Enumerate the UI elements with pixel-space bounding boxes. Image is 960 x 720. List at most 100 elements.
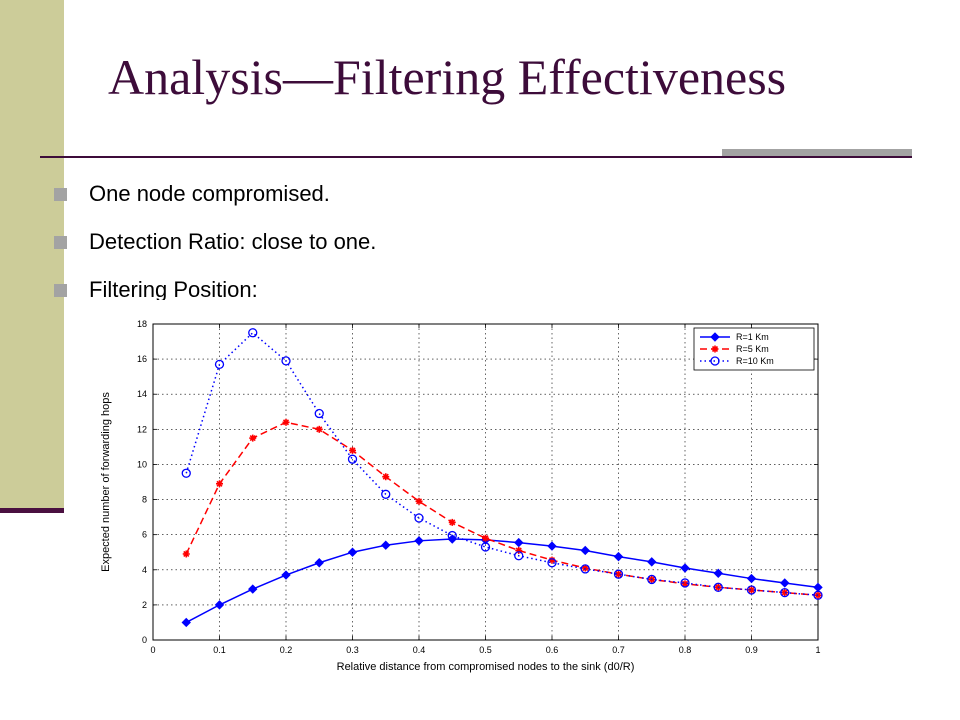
legend-label: R=5 Km [736, 344, 769, 354]
bullet-item: Filtering Position: [54, 266, 376, 314]
plot-frame [152, 323, 819, 641]
y-tick-label: 0 [142, 635, 147, 645]
data-point-diamond [314, 558, 324, 568]
data-point-circle [813, 590, 823, 600]
legend-item: R=1 Km [700, 332, 769, 342]
data-point-star [349, 446, 356, 454]
data-point-diamond [281, 570, 291, 580]
star-stroke [216, 480, 223, 487]
star-stroke [349, 447, 356, 454]
star-stroke [748, 586, 755, 594]
x-tick-label: 0.5 [479, 645, 492, 655]
bullet-item: Detection Ratio: close to one. [54, 218, 376, 266]
y-tick-label: 12 [137, 424, 147, 434]
data-point-circle [281, 356, 291, 366]
y-tick-label: 10 [137, 459, 147, 469]
y-tick-label: 8 [142, 495, 147, 505]
data-point-diamond [713, 568, 723, 578]
data-point-diamond [514, 537, 524, 548]
star-stroke [482, 535, 489, 542]
data-point-circle [314, 408, 324, 419]
legend-item: R=5 Km [700, 344, 769, 354]
data-point-diamond [780, 578, 790, 588]
data-point-circle [580, 564, 590, 574]
data-point-circle [181, 468, 191, 478]
bullet-item: One node compromised. [54, 170, 376, 218]
series-line [185, 421, 819, 596]
series-r-10-km [181, 328, 823, 600]
data-point-circle [480, 542, 491, 552]
series-r-5-km [182, 418, 822, 599]
data-point-diamond [248, 584, 258, 594]
data-point-diamond [813, 582, 823, 593]
data-point-star [315, 425, 323, 433]
x-tick-label: 0.3 [346, 645, 359, 655]
star-stroke [781, 589, 788, 596]
x-tick-label: 0.8 [679, 645, 692, 655]
data-point-star [711, 345, 719, 353]
data-point-diamond [580, 545, 590, 556]
y-axis-label: Expected number of forwarding hops [100, 392, 112, 572]
data-point-circle [248, 328, 258, 338]
bullet-square-icon [54, 235, 67, 249]
data-point-diamond [680, 563, 690, 573]
slide-title: Analysis—Filtering Effectiveness [108, 49, 787, 105]
data-point-star [415, 497, 423, 505]
data-point-circle [347, 454, 358, 464]
bullet-text: Filtering Position: [89, 277, 258, 302]
data-point-circle [780, 587, 790, 598]
y-tick-label: 16 [137, 354, 147, 364]
star-stroke [449, 519, 456, 526]
x-tick-label: 0.1 [213, 645, 226, 655]
data-point-circle [710, 356, 720, 366]
data-point-circle [514, 551, 524, 561]
left-decorative-bar [0, 0, 64, 512]
bullet-square-icon [54, 283, 67, 297]
x-tick-label: 0.6 [546, 645, 559, 655]
data-point-star [448, 518, 456, 526]
data-point-circle [381, 489, 391, 499]
x-tick-label: 0.4 [413, 645, 426, 655]
data-point-circle [613, 569, 624, 579]
star-stroke [415, 498, 423, 505]
x-tick-label: 0.7 [612, 645, 625, 655]
x-tick-label: 0.2 [280, 645, 293, 655]
bullet-text: Detection Ratio: close to one. [89, 229, 377, 254]
data-point-star [282, 418, 290, 426]
bullet-square-icon [54, 187, 67, 201]
data-point-star [781, 589, 789, 597]
data-point-circle [746, 585, 757, 595]
x-axis-label: Relative distance from compromised nodes… [337, 661, 635, 673]
series-line [185, 331, 819, 596]
y-tick-label: 2 [142, 600, 147, 610]
data-point-star [249, 434, 257, 442]
chart-panel: 0 0.1 0.2 0.3 0.4 0.5 0.6 0.7 0.8 0.9 1 0 2 4 6 8 10 12 14… [72, 300, 850, 690]
star-stroke [582, 564, 589, 572]
x-tick-label: 0 [150, 645, 155, 655]
y-tick-label: 6 [142, 530, 147, 540]
star-stroke [681, 580, 689, 587]
legend-label: R=10 Km [736, 356, 774, 366]
star-stroke [316, 426, 323, 433]
data-point-star [581, 564, 589, 572]
chart-legend: R=1 Km R=5 Km R=10 Km [693, 327, 815, 371]
y-tick-label: 4 [142, 565, 147, 575]
series-r-1-km [181, 534, 823, 628]
star-stroke [382, 473, 389, 480]
line-chart: 0 0.1 0.2 0.3 0.4 0.5 0.6 0.7 0.8 0.9 102468101214… [100, 319, 823, 673]
data-point-circle [447, 530, 457, 541]
star-stroke [615, 571, 622, 578]
data-point-star [216, 480, 223, 488]
data-point-diamond [746, 573, 757, 584]
data-point-diamond [613, 551, 624, 562]
bullet-list: One node compromised. Detection Ratio: c… [54, 170, 376, 314]
series-line [185, 538, 819, 624]
star-stroke [282, 419, 290, 426]
x-tick-label: 0.9 [745, 645, 758, 655]
data-point-star [182, 550, 190, 558]
data-point-star [482, 534, 489, 542]
data-point-diamond [214, 600, 225, 610]
y-tick-label: 14 [137, 389, 147, 399]
left-bar-rule [0, 508, 64, 513]
data-point-circle [713, 582, 723, 592]
